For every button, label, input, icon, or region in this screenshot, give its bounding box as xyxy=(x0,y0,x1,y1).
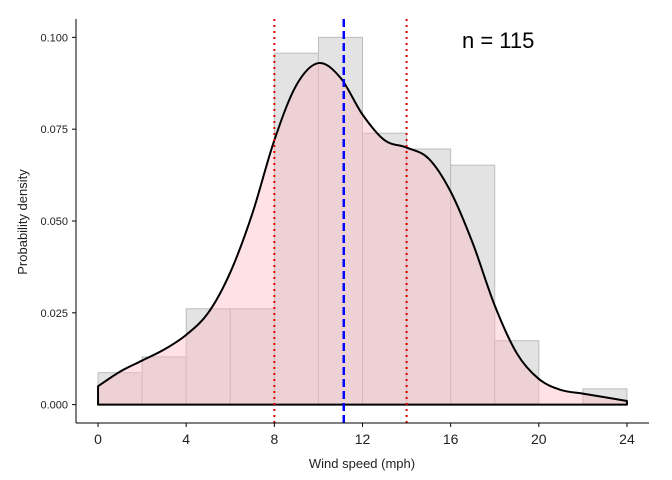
y-tick-label-0: 0.000 xyxy=(40,400,68,412)
x-axis-title: Wind speed (mph) xyxy=(309,456,415,471)
histogram-bar-7 xyxy=(406,148,452,406)
y-axis-title: Probability density xyxy=(15,169,30,275)
x-tick-label-6: 24 xyxy=(619,431,635,447)
density-line xyxy=(97,62,628,406)
x-tick-label-3: 12 xyxy=(355,431,371,447)
y-tick-label-2: 0.050 xyxy=(40,216,68,228)
x-tick-label-0: 0 xyxy=(94,431,102,447)
x-tick-label-2: 8 xyxy=(270,431,278,447)
histogram-bar-4 xyxy=(273,52,319,406)
density-curve-group xyxy=(97,62,628,406)
y-tick-label-1: 0.025 xyxy=(40,308,68,320)
axes: 0.000 0.025 0.050 0.075 0.100 0 4 8 12 16 20 24 xyxy=(40,19,649,447)
x-tick-label-4: 16 xyxy=(443,431,459,447)
reference-lines xyxy=(273,19,408,423)
histogram-bar-5 xyxy=(317,36,363,406)
x-tick-label-1: 4 xyxy=(182,431,190,447)
y-tick-label-3: 0.075 xyxy=(40,124,68,136)
histogram-bars xyxy=(97,36,628,406)
y-tick-label-4: 0.100 xyxy=(40,32,68,44)
x-tick-label-5: 20 xyxy=(531,431,547,447)
histogram-bar-2 xyxy=(185,308,231,406)
histogram-bar-1 xyxy=(141,356,187,406)
density-area xyxy=(98,62,627,405)
sample-size-annotation: n = 115 xyxy=(462,28,534,53)
